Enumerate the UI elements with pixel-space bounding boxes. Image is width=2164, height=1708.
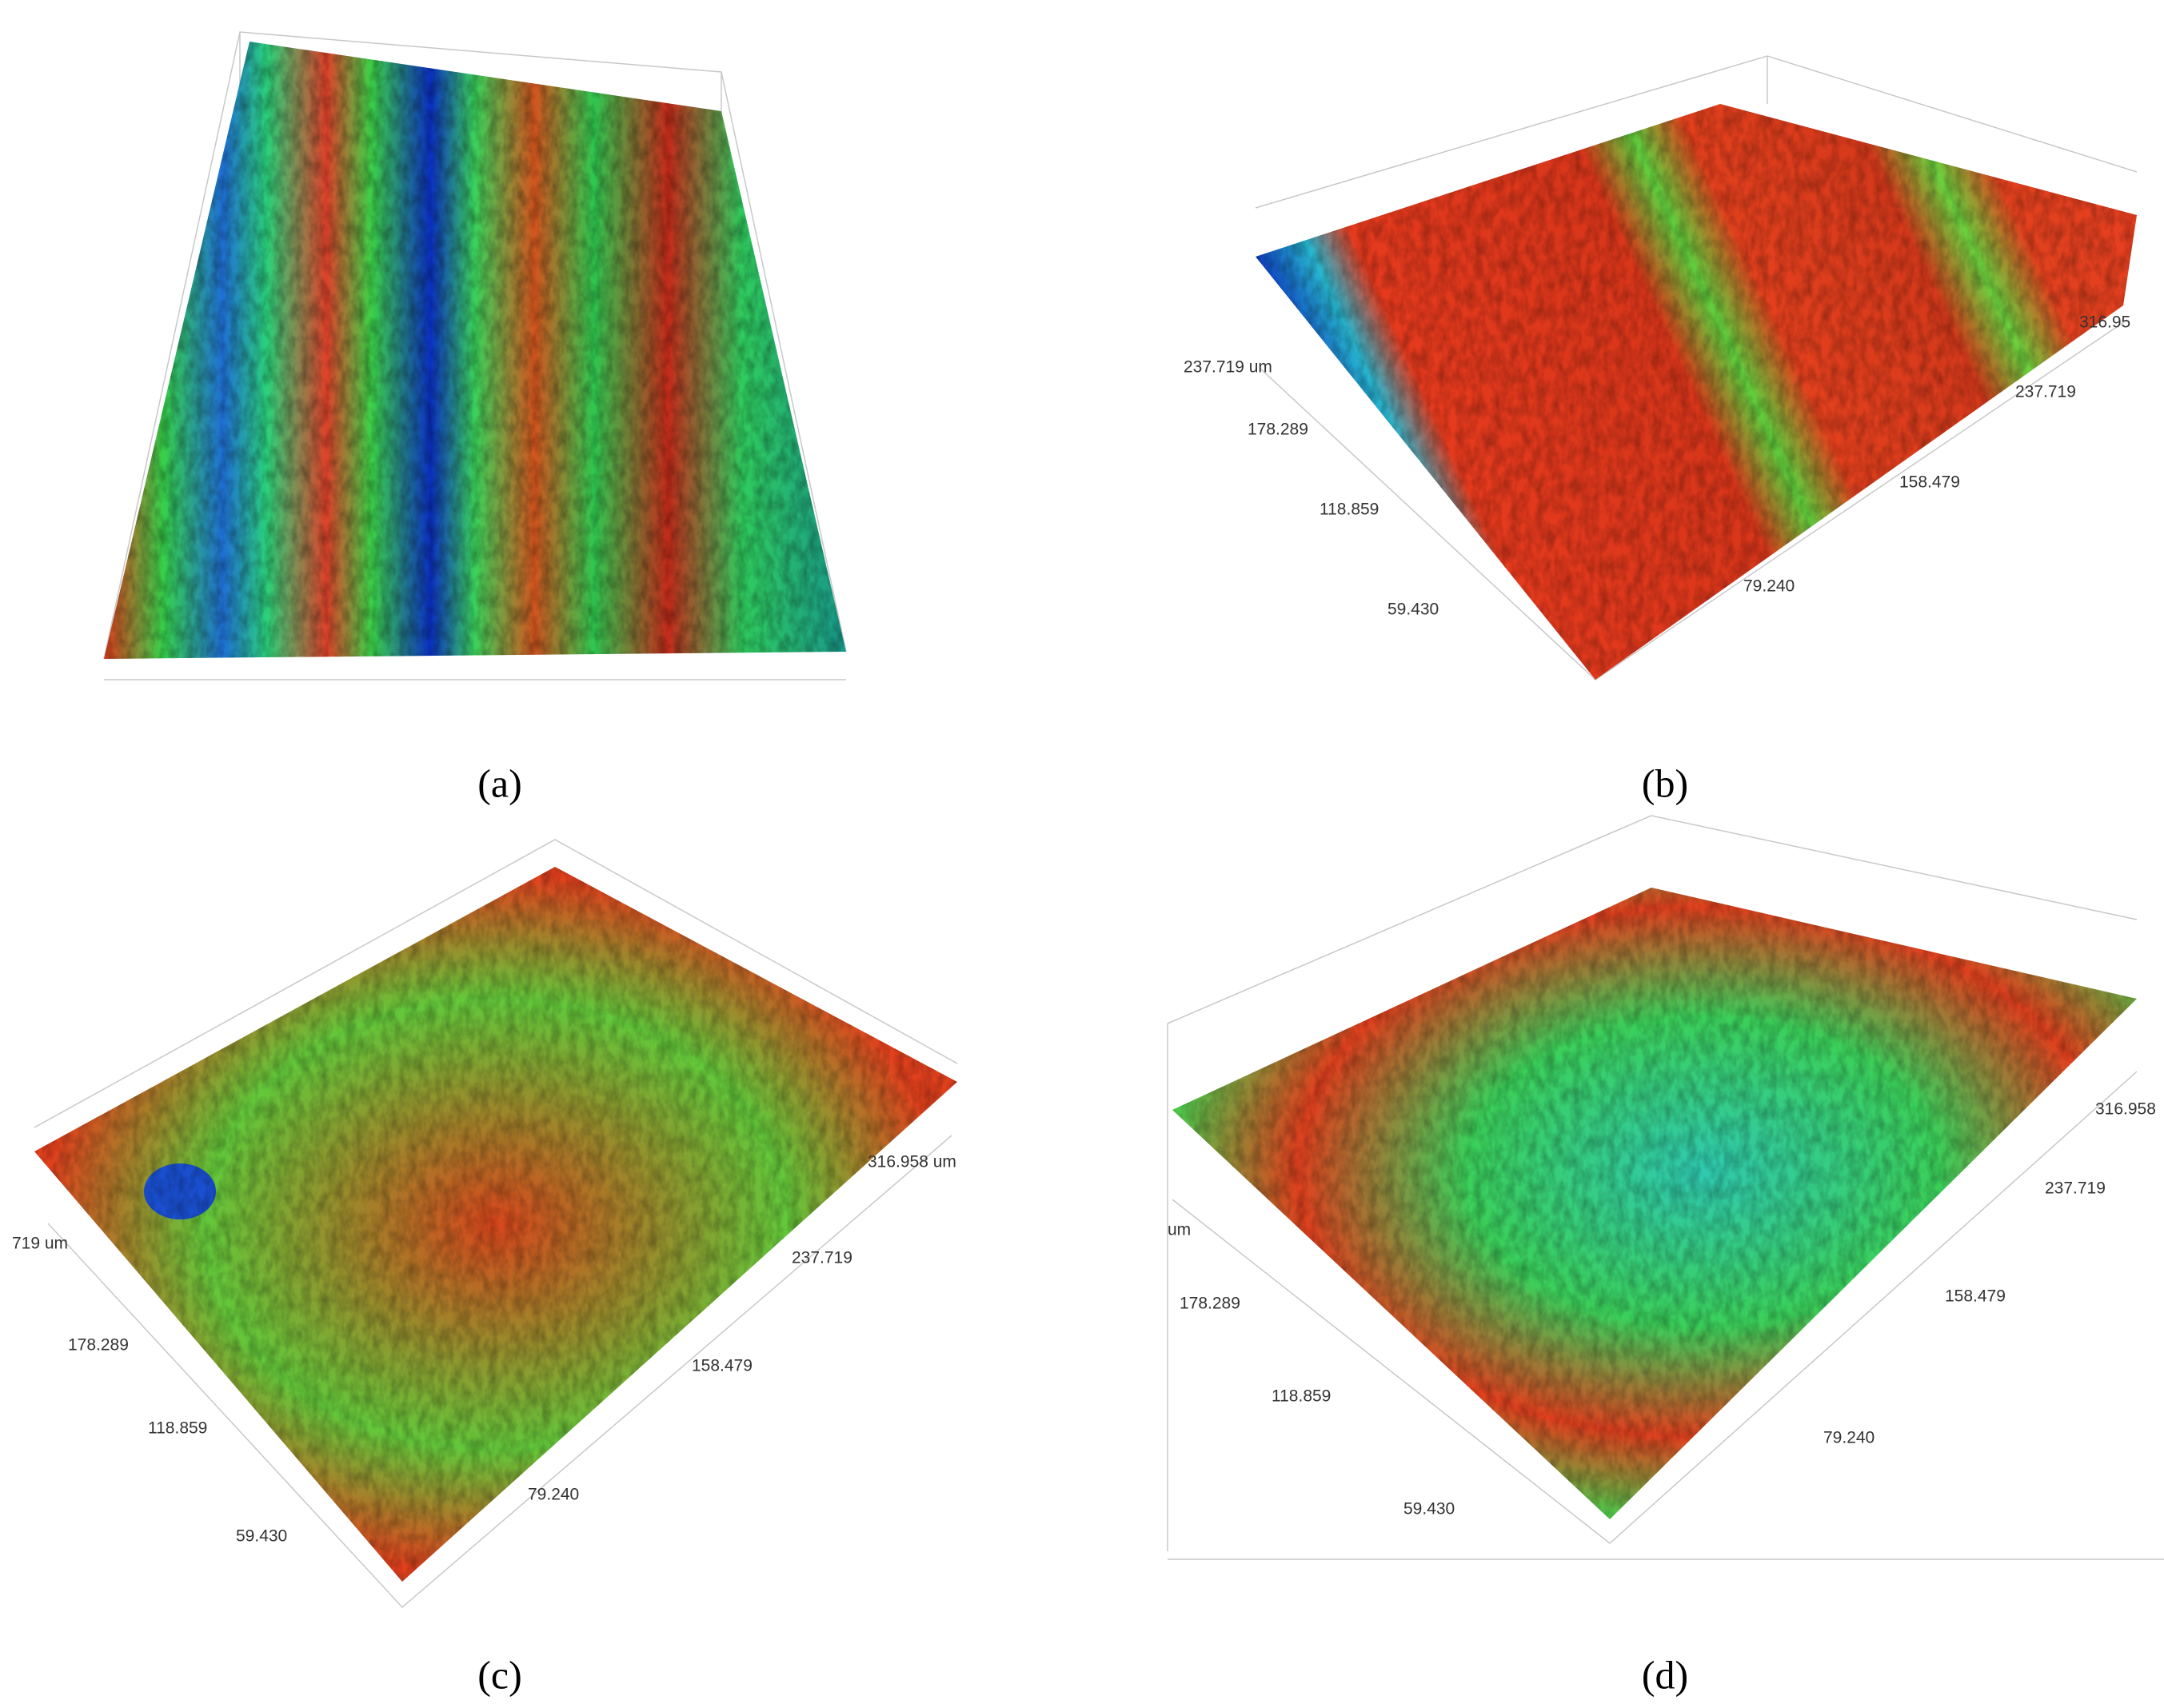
surface-a <box>104 42 846 659</box>
axis-label: 118.859 <box>1272 1387 1331 1406</box>
grid-box-d <box>1167 815 2164 1560</box>
axis-label: 178.289 <box>1180 1295 1240 1313</box>
caption: (a) <box>477 760 522 805</box>
axis-label: 316.95 <box>2079 313 2130 332</box>
axis-label: 237.719 <box>2045 1179 2106 1198</box>
surface-b <box>1256 104 2137 680</box>
axis-label: 316.958 um <box>868 1153 956 1171</box>
axis-label: 79.240 <box>1823 1429 1875 1447</box>
axis-label: 118.859 <box>1320 501 1379 519</box>
axis-label: 178.289 <box>1248 421 1308 439</box>
axis-label: 158.479 <box>1945 1287 2006 1306</box>
axis-label: um <box>1168 1221 1191 1239</box>
axis-label: 79.240 <box>528 1486 579 1504</box>
axis-label: 79.240 <box>1743 577 1795 596</box>
axis-label: 59.430 <box>1403 1500 1455 1518</box>
axis-label: 237.719 um <box>1184 358 1272 377</box>
axis-label: 59.430 <box>236 1527 287 1546</box>
axis-label: 237.719 <box>2015 383 2076 401</box>
caption: (c) <box>477 1652 522 1697</box>
surface-d <box>1172 888 2137 1519</box>
axis-label: 59.430 <box>1387 601 1439 619</box>
axis-label: 316.958 <box>2095 1100 2156 1119</box>
grid-box-c <box>34 839 958 1609</box>
axis-label: 237.719 <box>792 1249 852 1267</box>
axis-label: 118.859 <box>148 1419 207 1438</box>
axis-label: 719 um <box>12 1235 68 1253</box>
axis-label: 158.479 <box>1899 473 1960 492</box>
axis-label: 158.479 <box>692 1357 753 1375</box>
surface-c <box>34 867 957 1582</box>
axis-label: 178.289 <box>68 1336 129 1355</box>
caption: (d) <box>1642 1652 1688 1697</box>
caption: (b) <box>1642 760 1688 805</box>
